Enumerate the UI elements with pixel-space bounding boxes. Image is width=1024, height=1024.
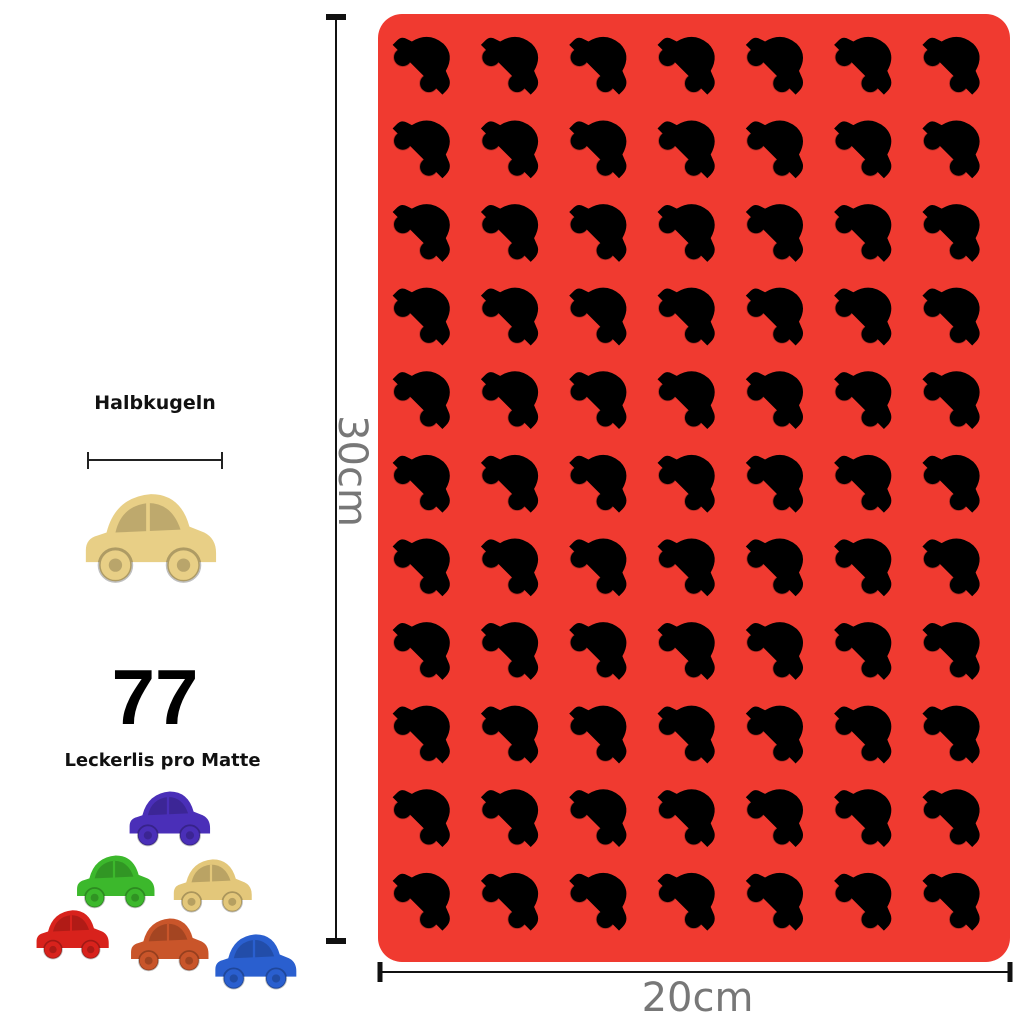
width-label: 20cm (641, 975, 754, 1021)
sample-car (128, 790, 212, 847)
sample-car (172, 858, 253, 913)
sample-car (75, 854, 156, 909)
height-dimension-line (326, 14, 346, 944)
sample-car (214, 933, 298, 990)
height-label: 30cm (329, 415, 375, 527)
treat-count: 77 (111, 653, 199, 741)
piece-size-line (87, 452, 223, 469)
shape-label: Halbkugeln (94, 392, 216, 414)
width-dimension-line (377, 962, 1013, 982)
feature-car-shape (83, 492, 219, 584)
sample-car (35, 909, 110, 960)
sample-cars (35, 790, 298, 990)
count-label: Leckerlis pro Matte (64, 750, 261, 771)
feature-car (83, 492, 219, 584)
sample-car (129, 917, 210, 972)
